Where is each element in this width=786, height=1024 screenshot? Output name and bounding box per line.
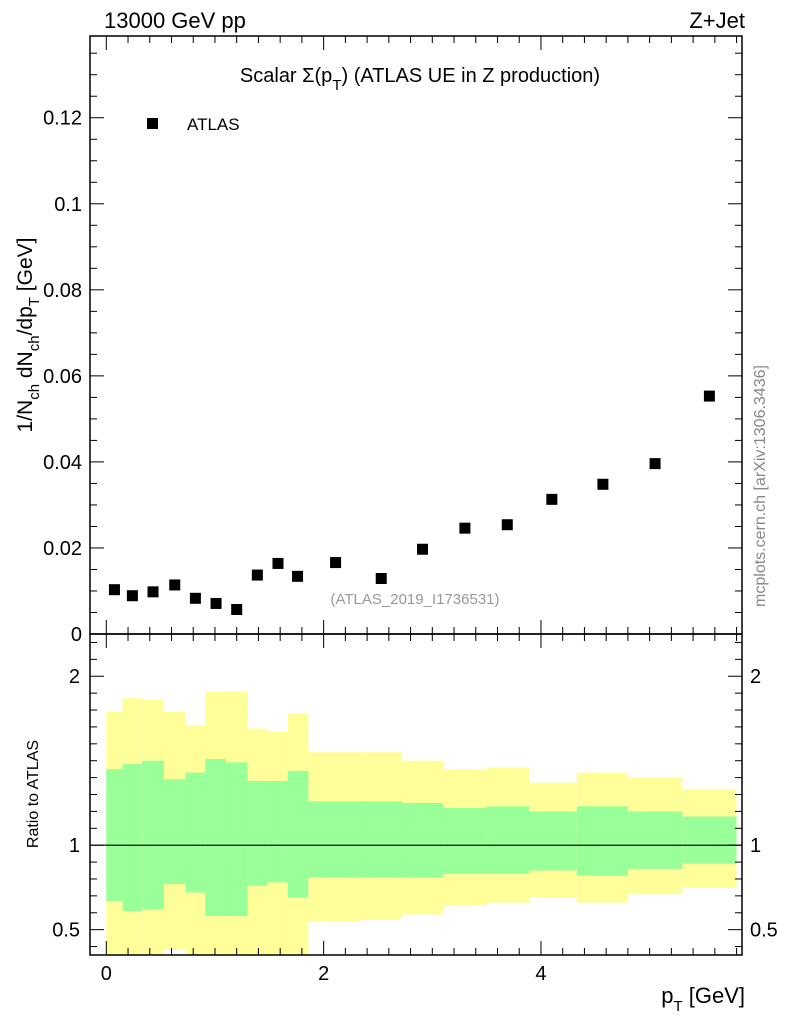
ratio-band-stat-bin-10: [308, 801, 362, 878]
ratio-band-stat-bin-7: [247, 780, 268, 886]
ratio-band-stat-bin-8: [267, 780, 288, 883]
main-y-tick-label: 0.06: [43, 366, 82, 388]
ratio-band-stat-bin-9: [287, 770, 309, 898]
data-point-atlas: [251, 569, 263, 581]
ratio-y-tick-label-left: 1: [69, 835, 80, 857]
x-tick-label: 0: [101, 963, 112, 985]
data-point-atlas: [375, 573, 387, 585]
x-tick-label: 2: [318, 963, 329, 985]
ratio-band-stat-bin-17: [627, 811, 683, 869]
ratio-band-stat-bin-13: [443, 808, 487, 874]
data-point-atlas: [272, 557, 284, 569]
data-point-atlas: [501, 519, 513, 531]
main-panel: [108, 390, 715, 615]
ratio-band-stat-bin-15: [529, 811, 577, 871]
main-y-tick-label: 0.02: [43, 538, 82, 560]
main-panel-axes: 0 0.02 0.04 0.06 0.08 0.1 0.12: [43, 36, 742, 646]
ratio-band-stat-bin-3: [163, 779, 186, 885]
ratio-band-stat-bin-0: [106, 769, 123, 901]
main-y-tick-label: 0.12: [43, 108, 82, 130]
legend-label-atlas: ATLAS: [187, 115, 240, 134]
data-point-atlas: [210, 597, 222, 609]
data-point-atlas: [147, 586, 159, 598]
data-point-atlas: [231, 603, 243, 615]
ratio-band-stat-bin-18: [682, 816, 737, 864]
ratio-band-stat-bin-12: [401, 802, 444, 878]
ratio-band-stat-bin-11: [361, 801, 402, 878]
ratio-panel-axes: 0 2 4 0.5 0.5 1 1 2 2: [52, 634, 778, 985]
ratio-band-stat-bin-2: [142, 760, 164, 910]
data-point-atlas: [417, 543, 429, 555]
ratio-band-stat-bin-5: [205, 759, 226, 917]
data-point-atlas: [169, 579, 181, 591]
data-point-atlas: [649, 458, 661, 470]
x-tick-label: 4: [535, 963, 546, 985]
data-point-atlas: [546, 493, 558, 505]
x-axis-label: pT [GeV]: [661, 983, 745, 1015]
ratio-y-tick-label-right: 2: [750, 666, 761, 688]
ratio-band-stat-bin-14: [486, 806, 530, 874]
main-y-axis-label: 1/Nch dNch/dpT [GeV]: [14, 238, 43, 433]
process-label: Z+Jet: [689, 8, 745, 33]
collision-energy-label: 13000 GeV pp: [104, 8, 246, 33]
ratio-y-tick-label-right: 1: [750, 835, 761, 857]
data-point-atlas: [292, 570, 304, 582]
ratio-band-stat-bin-1: [122, 764, 143, 912]
ratio-y-axis-label: Ratio to ATLAS: [25, 740, 42, 848]
data-point-atlas: [126, 590, 138, 602]
ratio-y-tick-label-left: 0.5: [52, 920, 80, 942]
analysis-id-annotation: (ATLAS_2019_I1736531): [330, 591, 499, 608]
data-point-atlas: [330, 557, 342, 569]
ratio-band-stat-bin-4: [185, 772, 206, 893]
watermark: mcplots.cern.ch [arXiv:1306.3436]: [752, 365, 769, 607]
data-point-atlas: [459, 522, 471, 534]
main-y-tick-label: 0.08: [43, 280, 82, 302]
main-y-tick-label: 0.04: [43, 452, 82, 474]
data-point-atlas: [108, 584, 120, 596]
data-point-atlas: [703, 390, 715, 402]
legend-marker-atlas: [147, 118, 158, 129]
ratio-y-tick-label-left: 2: [69, 666, 80, 688]
ratio-band-stat-bin-6: [225, 762, 248, 917]
data-point-atlas: [189, 592, 201, 604]
main-y-tick-label: 0.1: [54, 194, 82, 216]
ratio-band-stat-bin-16: [576, 806, 628, 876]
ratio-y-tick-label-right: 0.5: [750, 920, 778, 942]
plot-title: Scalar Σ(pT) (ATLAS UE in Z production): [240, 65, 600, 94]
data-point-atlas: [597, 478, 609, 490]
ratio-panel: [90, 691, 742, 955]
main-y-tick-label: 0: [71, 624, 82, 646]
